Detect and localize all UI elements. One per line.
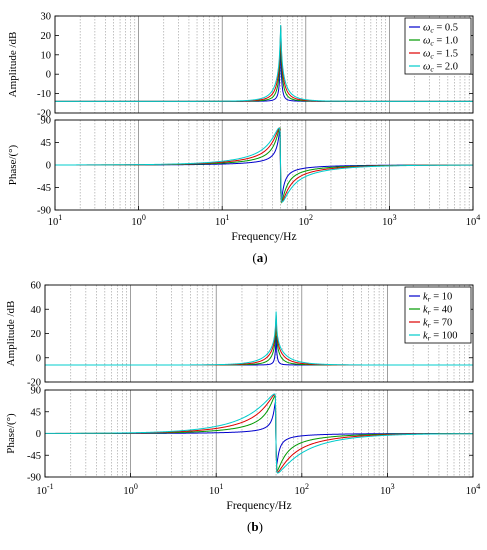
x-axis-label: Frequency/Hz: [226, 500, 291, 512]
x-tick-label: 10-1: [36, 482, 53, 497]
phase-series-line-4: [45, 393, 473, 474]
y-tick-label: 60: [31, 281, 42, 292]
x-tick-label: 100: [131, 213, 146, 228]
y-tick-label: 90: [41, 116, 52, 127]
amplitude-series-line-4: [45, 311, 473, 366]
y-tick-label: 45: [31, 407, 42, 418]
x-tick-label: 102: [295, 482, 310, 497]
phase-ylabel: Phase/(°): [7, 144, 19, 185]
y-tick-label: -20: [27, 378, 41, 389]
y-tick-label: 30: [41, 12, 52, 23]
legend-entry: ωc = 0.5: [423, 23, 458, 35]
panel-label: (b): [247, 519, 263, 534]
panel-label: (a): [252, 250, 267, 265]
y-tick-label: 0: [36, 353, 41, 364]
y-tick-label: 10: [41, 50, 52, 61]
legend-entry: ωc = 1.0: [423, 36, 458, 48]
y-tick-label: 90: [31, 386, 42, 397]
amplitude-ylabel: Amplitude /dB: [5, 301, 17, 367]
chart-panel-b: -20 0 20 40 60 Amplitude /dB -90 -45 0 45 90 Phase/…: [5, 281, 480, 535]
phase-frame: [54, 119, 474, 211]
phase-series-line-4: [55, 127, 473, 203]
amplitude-axes: -20 -10 0 10 20 30 Amplitude /dB: [7, 12, 474, 120]
x-tick-label: 101: [48, 213, 63, 228]
y-tick-label: -90: [37, 206, 51, 217]
amplitude-axes: -20 0 20 40 60 Amplitude /dB: [5, 281, 474, 389]
x-tick-label: 101: [215, 213, 230, 228]
y-tick-label: 40: [31, 305, 42, 316]
y-tick-label: 0: [46, 161, 51, 172]
amplitude-frame: [54, 15, 474, 114]
x-tick-label: 103: [382, 213, 397, 228]
y-tick-label: -45: [27, 451, 41, 462]
y-tick-label: 0: [36, 429, 41, 440]
amplitude-ylabel: Amplitude /dB: [7, 32, 19, 98]
amplitude-series-line-4: [55, 25, 473, 102]
x-tick-label: 104: [466, 482, 481, 497]
x-tick-label: 101: [209, 482, 224, 497]
legend: ωc = 0.5ωc = 1.0ωc = 1.5ωc = 2.0: [404, 17, 472, 75]
y-tick-label: 45: [41, 138, 52, 149]
y-tick-label: -10: [37, 89, 51, 100]
y-tick-label: 20: [41, 31, 52, 42]
y-tick-label: -20: [37, 109, 51, 120]
y-tick-label: -90: [27, 473, 41, 484]
legend-entry: kr = 10: [423, 292, 452, 304]
phase-frame: [44, 389, 474, 478]
y-tick-label: -45: [37, 183, 51, 194]
y-tick-label: 0: [46, 70, 51, 81]
legend-entry: ωc = 2.0: [423, 62, 458, 74]
x-tick-label: 102: [299, 213, 314, 228]
x-tick-label: 100: [123, 482, 138, 497]
y-tick-label: 20: [31, 329, 42, 340]
x-tick-label: 104: [466, 213, 481, 228]
legend-entry: kr = 100: [423, 331, 458, 343]
chart-panel-a: -20 -10 0 10 20 30 Amplitude /dB -90 -45 0 45 90 Pha…: [7, 12, 480, 266]
legend-entry: ωc = 1.5: [423, 49, 458, 61]
legend-entry: kr = 40: [423, 305, 452, 317]
x-tick-label: 103: [380, 482, 395, 497]
amplitude-frame: [44, 284, 474, 383]
legend-entry: kr = 70: [423, 318, 452, 330]
x-axis-label: Frequency/Hz: [231, 231, 296, 243]
phase-ylabel: Phase/(°): [5, 413, 17, 454]
